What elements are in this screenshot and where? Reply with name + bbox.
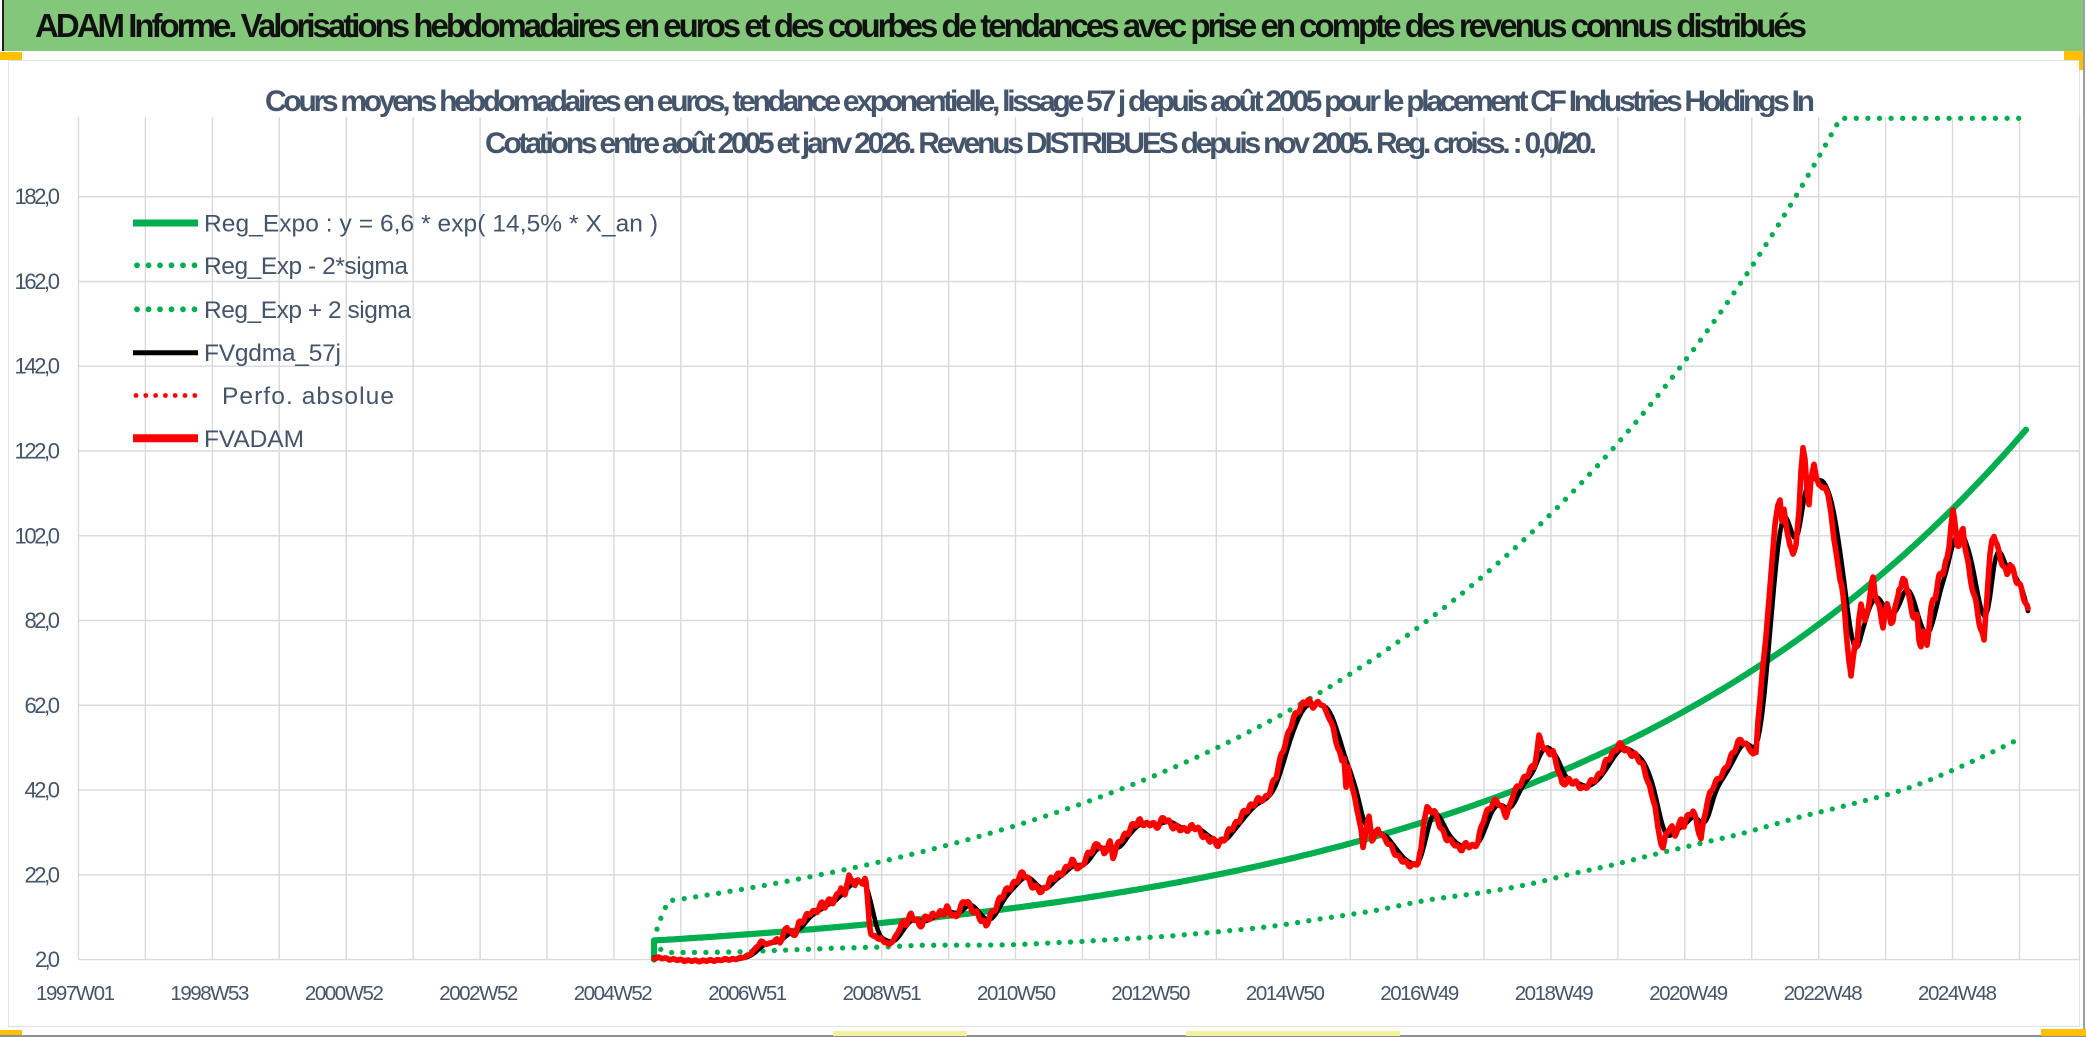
svg-text:Reg_Exp - 2*sigma: Reg_Exp - 2*sigma bbox=[204, 253, 408, 280]
svg-text:2000W52: 2000W52 bbox=[305, 982, 384, 1005]
svg-text:2012W50: 2012W50 bbox=[1111, 982, 1190, 1005]
svg-text:FVADAM: FVADAM bbox=[204, 426, 304, 453]
svg-text:2016W49: 2016W49 bbox=[1380, 982, 1459, 1005]
svg-text:2008W51: 2008W51 bbox=[843, 982, 922, 1005]
svg-text:2,0: 2,0 bbox=[35, 947, 60, 972]
svg-text:FVgdma_57j: FVgdma_57j bbox=[204, 340, 341, 367]
svg-text:102,0: 102,0 bbox=[15, 523, 61, 548]
svg-text:2020W49: 2020W49 bbox=[1649, 982, 1728, 1005]
svg-text:1997W01: 1997W01 bbox=[36, 982, 115, 1005]
svg-text:2002W52: 2002W52 bbox=[439, 982, 518, 1005]
svg-text:82,0: 82,0 bbox=[25, 608, 61, 633]
svg-text:2014W50: 2014W50 bbox=[1246, 982, 1325, 1005]
svg-text:2018W49: 2018W49 bbox=[1515, 982, 1594, 1005]
svg-text:162,0: 162,0 bbox=[15, 269, 61, 294]
svg-text:Reg_Exp + 2 sigma: Reg_Exp + 2 sigma bbox=[204, 297, 411, 324]
svg-text:2022W48: 2022W48 bbox=[1784, 982, 1863, 1005]
svg-text:182,0: 182,0 bbox=[15, 184, 61, 209]
svg-text:22,0: 22,0 bbox=[25, 862, 61, 887]
svg-text:142,0: 142,0 bbox=[15, 354, 61, 379]
svg-text:Cotations entre août 2005 et j: Cotations entre août 2005 et janv 2026. … bbox=[485, 127, 1597, 160]
svg-text:Perfo. absolue: Perfo. absolue bbox=[222, 383, 394, 410]
svg-text:42,0: 42,0 bbox=[25, 778, 61, 803]
svg-text:2004W52: 2004W52 bbox=[574, 982, 653, 1005]
svg-text:62,0: 62,0 bbox=[25, 693, 61, 718]
svg-text:2006W51: 2006W51 bbox=[708, 982, 787, 1005]
svg-text:Reg_Expo : y = 6,6 * exp( 14,5: Reg_Expo : y = 6,6 * exp( 14,5% * X_an ) bbox=[204, 211, 658, 238]
svg-text:2024W48: 2024W48 bbox=[1918, 982, 1997, 1005]
svg-text:2010W50: 2010W50 bbox=[977, 982, 1056, 1005]
svg-text:122,0: 122,0 bbox=[15, 439, 61, 464]
svg-text:Cours moyens hebdomadaires en: Cours moyens hebdomadaires en euros, ten… bbox=[265, 85, 1815, 118]
svg-text:ADAM Informe. Valorisations he: ADAM Informe. Valorisations hebdomadaire… bbox=[35, 7, 1807, 44]
svg-text:1998W53: 1998W53 bbox=[170, 982, 249, 1005]
